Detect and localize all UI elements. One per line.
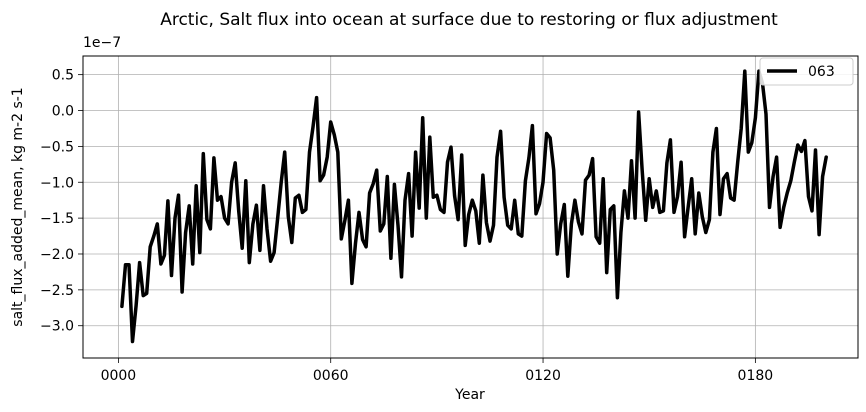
- y-tick-label: −0.5: [40, 139, 74, 155]
- y-offset-text: 1e−7: [83, 35, 121, 51]
- legend-box: [759, 57, 854, 86]
- y-tick-label: −2.0: [40, 247, 74, 263]
- plot-frame: [82, 55, 859, 359]
- x-tick-label: 0000: [101, 368, 137, 384]
- chart-title: Arctic, Salt flux into ocean at surface …: [160, 10, 778, 30]
- y-tick-label: −1.0: [40, 175, 74, 191]
- y-tick-label: 0.0: [52, 104, 74, 120]
- legend: 063: [759, 57, 854, 86]
- x-tick-label: 0180: [738, 368, 774, 384]
- y-tick-label: −2.5: [40, 283, 74, 299]
- y-axis-label: salt_flux_added_mean, kg m-2 s-1: [10, 87, 26, 326]
- data-series: [120, 69, 828, 344]
- legend-label-063: 063: [808, 64, 835, 80]
- y-tick-label: −1.5: [40, 211, 74, 227]
- gridlines: [83, 56, 858, 358]
- y-tick-label: 0.5: [52, 68, 74, 84]
- series-line-063: [120, 69, 828, 344]
- y-tick-label: −3.0: [40, 319, 74, 335]
- x-tick-label: 0120: [525, 368, 561, 384]
- x-axis: 0000 0060 0120 0180: [101, 358, 774, 384]
- x-axis-label: Year: [454, 387, 485, 403]
- y-axis: −3.0 −2.5 −2.0 −1.5 −1.0 −0.5 0.0 0.5: [40, 68, 83, 335]
- x-tick-label: 0060: [313, 368, 349, 384]
